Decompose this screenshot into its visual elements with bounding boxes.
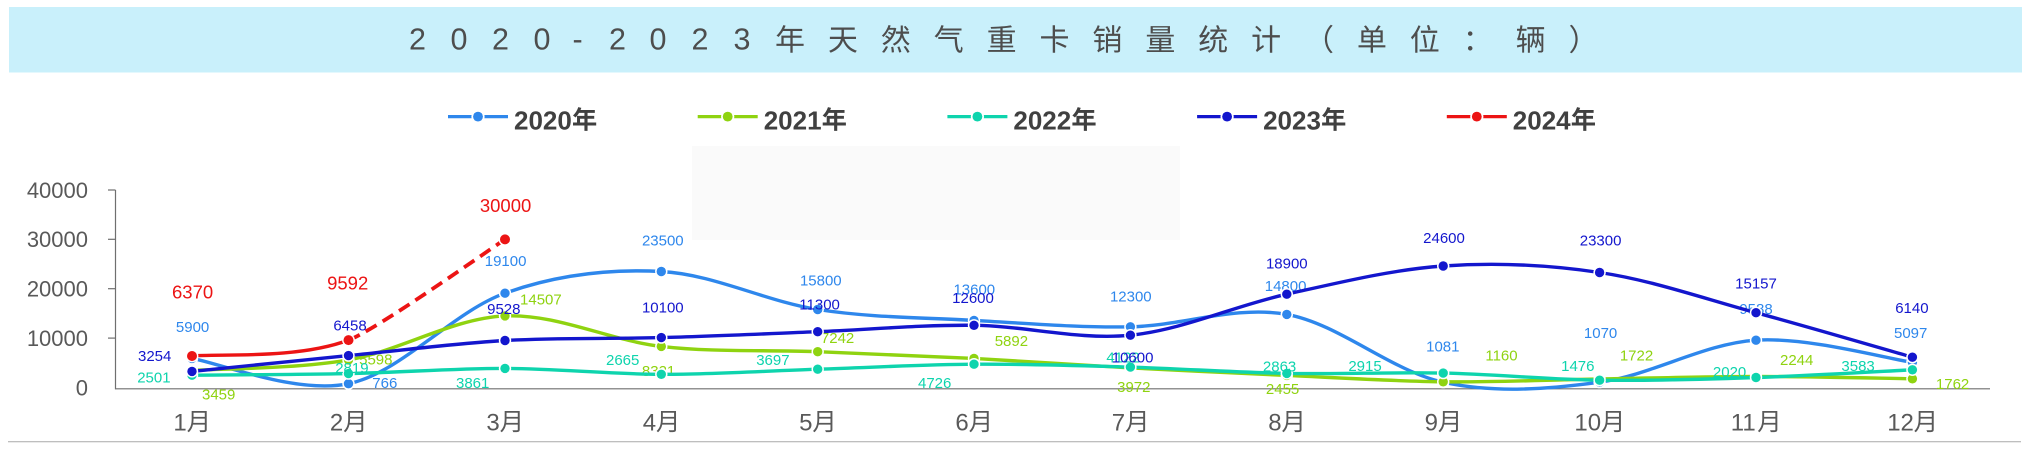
svg-text:0: 0: [451, 22, 468, 56]
svg-text:3: 3: [734, 22, 751, 56]
svg-text:4: 4: [643, 409, 656, 436]
svg-text:11300: 11300: [799, 296, 840, 313]
svg-text:3861: 3861: [456, 375, 489, 392]
svg-text:6458: 6458: [333, 317, 366, 334]
svg-text:4122: 4122: [1106, 350, 1139, 367]
svg-text:10000: 10000: [27, 326, 88, 351]
svg-text:2023: 2023: [1263, 105, 1321, 135]
svg-text:2: 2: [330, 409, 343, 436]
svg-text:15157: 15157: [1735, 275, 1777, 292]
svg-text:3583: 3583: [1841, 358, 1874, 375]
svg-text:2863: 2863: [1263, 359, 1296, 376]
svg-text:2455: 2455: [1266, 381, 1299, 398]
svg-text:10: 10: [1574, 409, 1601, 436]
svg-text:3697: 3697: [756, 352, 789, 369]
svg-text:2501: 2501: [137, 369, 170, 386]
svg-text:18900: 18900: [1266, 256, 1308, 273]
svg-text:2: 2: [609, 22, 626, 56]
svg-text:2022: 2022: [1013, 105, 1071, 135]
svg-text:8: 8: [1268, 409, 1281, 436]
svg-text:15800: 15800: [800, 272, 842, 289]
svg-text:11: 11: [1731, 409, 1756, 436]
svg-text:12: 12: [1887, 409, 1914, 436]
svg-text:2244: 2244: [1780, 352, 1813, 369]
svg-text:14507: 14507: [520, 292, 562, 309]
svg-text:1476: 1476: [1561, 358, 1594, 375]
svg-text:766: 766: [372, 375, 397, 392]
svg-text:2020: 2020: [1713, 364, 1746, 381]
svg-text:30000: 30000: [27, 227, 88, 252]
svg-text:1081: 1081: [1426, 338, 1459, 355]
svg-text:9592: 9592: [327, 273, 368, 294]
svg-text:2819: 2819: [335, 360, 368, 377]
svg-text:24600: 24600: [1423, 230, 1465, 247]
svg-text:2: 2: [409, 22, 426, 56]
svg-text:5: 5: [799, 409, 812, 436]
svg-text:13600: 13600: [953, 281, 995, 298]
svg-text:0: 0: [76, 375, 88, 400]
svg-text:2021: 2021: [764, 105, 822, 135]
svg-text:-: -: [573, 22, 583, 56]
svg-text:5097: 5097: [1894, 325, 1927, 342]
svg-text:4726: 4726: [918, 375, 951, 392]
svg-text:10100: 10100: [642, 299, 684, 316]
svg-text:2020: 2020: [514, 105, 572, 135]
svg-text:5892: 5892: [995, 333, 1028, 350]
svg-text:3254: 3254: [138, 348, 171, 365]
svg-text:40000: 40000: [27, 178, 88, 203]
svg-text:3459: 3459: [202, 386, 235, 403]
svg-text:19100: 19100: [485, 253, 527, 270]
svg-text:2915: 2915: [1348, 358, 1381, 375]
svg-text:6140: 6140: [1895, 300, 1928, 317]
svg-text:0: 0: [534, 22, 551, 56]
svg-text:9: 9: [1425, 409, 1438, 436]
svg-text:0: 0: [650, 22, 667, 56]
svg-text:6370: 6370: [172, 281, 213, 302]
svg-text:1722: 1722: [1620, 347, 1653, 364]
svg-text:12300: 12300: [1110, 289, 1152, 306]
svg-text:30000: 30000: [480, 195, 531, 216]
svg-text:2024: 2024: [1513, 105, 1571, 135]
svg-text:23500: 23500: [642, 232, 684, 249]
svg-text:3: 3: [486, 409, 499, 436]
svg-text:1070: 1070: [1584, 325, 1617, 342]
svg-text:9528: 9528: [487, 301, 520, 318]
svg-text:2: 2: [492, 22, 509, 56]
svg-text:1160: 1160: [1485, 347, 1517, 364]
svg-text:5598: 5598: [359, 351, 392, 368]
svg-text:7: 7: [1112, 409, 1125, 436]
svg-text:20000: 20000: [27, 277, 88, 302]
svg-text:23300: 23300: [1580, 232, 1622, 249]
svg-text:6: 6: [955, 409, 968, 436]
svg-text:2: 2: [692, 22, 709, 56]
svg-text:3972: 3972: [1117, 379, 1150, 396]
svg-text:2665: 2665: [606, 352, 639, 369]
svg-text:5900: 5900: [176, 319, 209, 336]
svg-text:7242: 7242: [821, 330, 854, 347]
svg-text:12600: 12600: [952, 290, 994, 307]
svg-text:10600: 10600: [1112, 350, 1154, 367]
svg-text:1762: 1762: [1936, 376, 1969, 393]
svg-text:1: 1: [173, 409, 186, 436]
